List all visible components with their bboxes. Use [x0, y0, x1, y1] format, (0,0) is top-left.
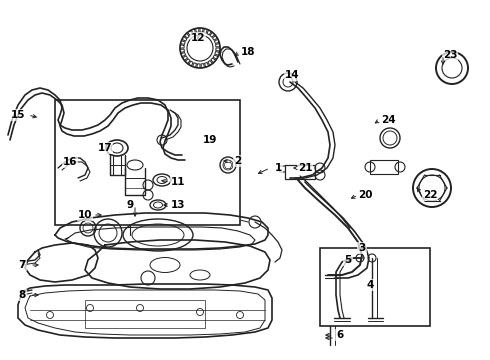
Text: 20: 20: [358, 190, 372, 200]
Text: 17: 17: [98, 143, 112, 153]
Text: 5: 5: [344, 255, 352, 265]
Text: 22: 22: [423, 190, 437, 200]
Text: 12: 12: [191, 33, 205, 43]
Text: 23: 23: [443, 50, 457, 60]
Text: 14: 14: [285, 70, 299, 80]
Text: 10: 10: [78, 210, 92, 220]
Text: 18: 18: [241, 47, 255, 57]
Text: 11: 11: [171, 177, 185, 187]
Text: 8: 8: [19, 290, 25, 300]
Text: 6: 6: [336, 330, 343, 340]
Text: 7: 7: [18, 260, 25, 270]
Text: 4: 4: [367, 280, 374, 290]
Text: 24: 24: [381, 115, 395, 125]
Text: 3: 3: [358, 243, 366, 253]
Text: 16: 16: [63, 157, 77, 167]
Text: 21: 21: [298, 163, 312, 173]
Bar: [85, 300, 205, 328]
Bar: [370, 160, 398, 174]
Bar: [320, 248, 430, 326]
Text: 13: 13: [171, 200, 185, 210]
Text: 19: 19: [203, 135, 217, 145]
Bar: [55, 100, 240, 225]
Bar: [285, 165, 315, 179]
Text: 15: 15: [11, 110, 25, 120]
Text: 9: 9: [126, 200, 134, 210]
Text: 1: 1: [274, 163, 282, 173]
Text: 2: 2: [234, 156, 242, 166]
